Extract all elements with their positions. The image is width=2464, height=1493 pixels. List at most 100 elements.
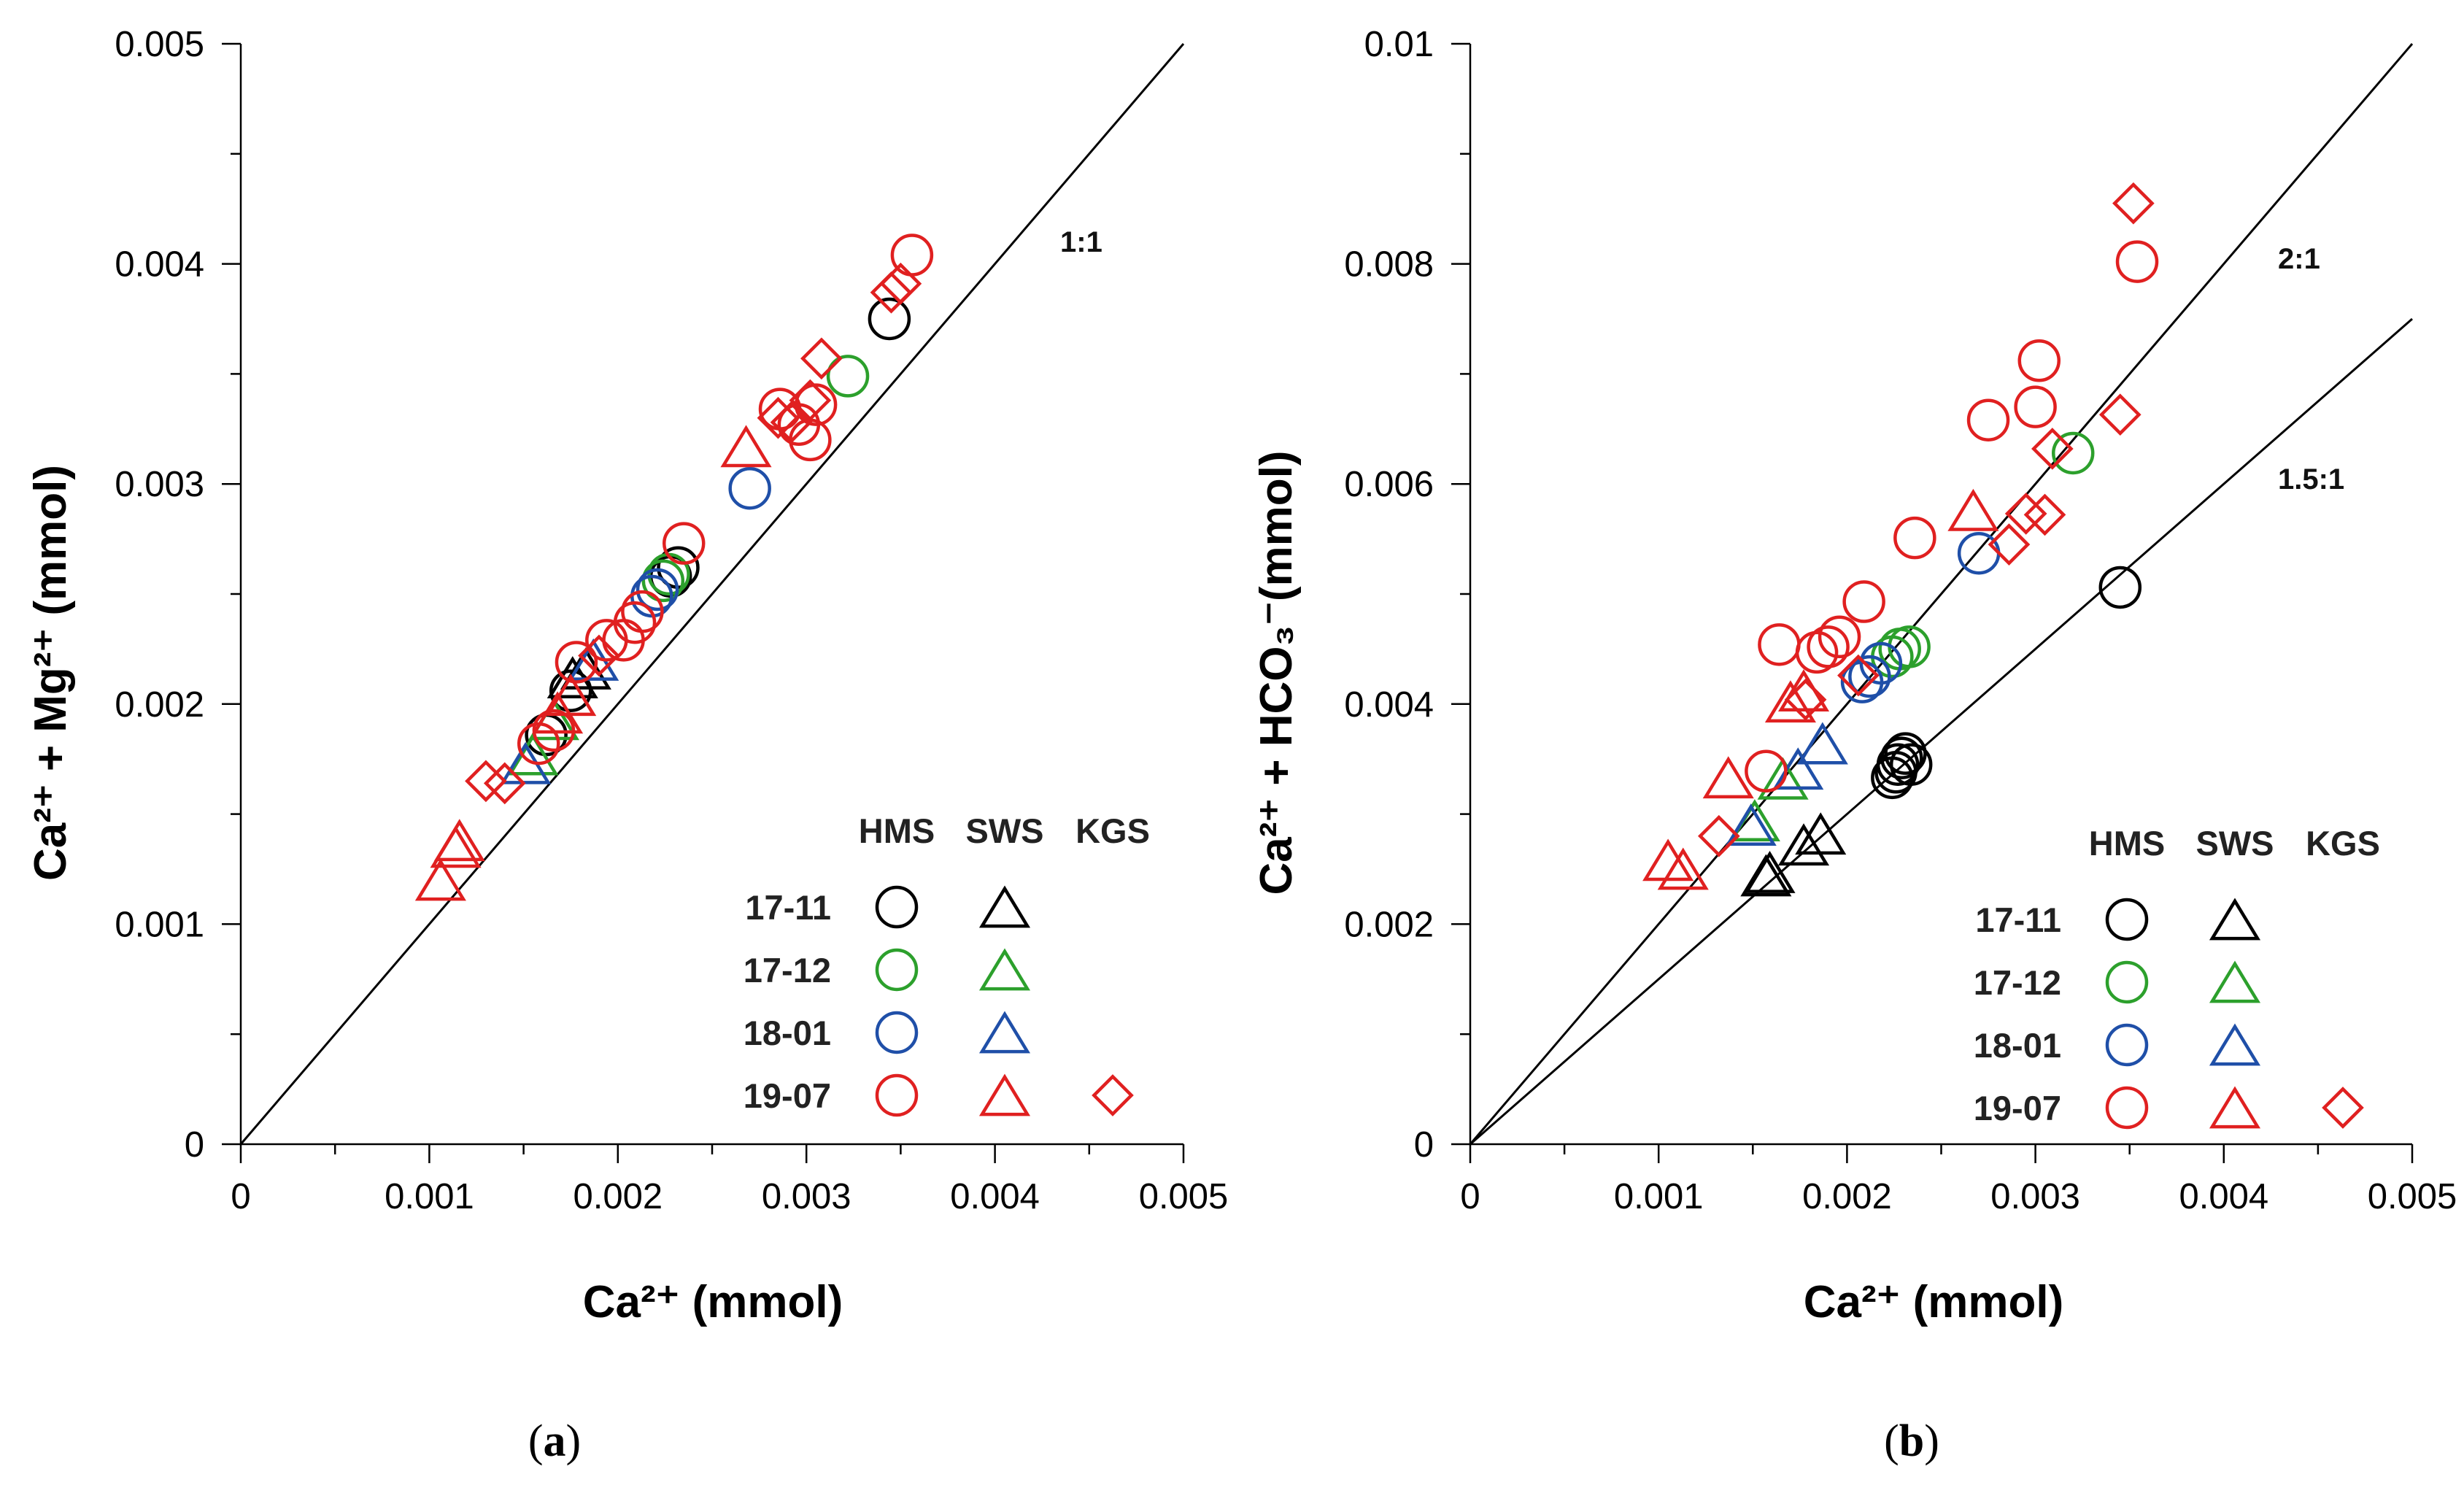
y-tick-label: 0.004 [115, 245, 204, 285]
panel-b-data-points [1642, 182, 2159, 897]
data-point-circle [2115, 240, 2159, 283]
panel-a-x-axis-title: Ca²⁺ (mmol) [583, 1277, 843, 1327]
data-point-diamond [1784, 678, 1827, 721]
panel-a-legend: HMS SWS KGS 17-11 17-12 18-01 19-07 [744, 811, 1150, 1117]
legend-triangle-marker [978, 1073, 1031, 1116]
x-tick-label: 0.003 [762, 1177, 851, 1216]
legend-diamond-marker [2322, 1087, 2364, 1129]
series-19-07-KGS [465, 262, 922, 805]
panel-a-axis-labels: Ca²⁺ (mmol) Ca²⁺ + Mg²⁺ (mmol) [26, 465, 843, 1327]
data-point-circle [2098, 566, 2142, 609]
series-17-12-SWS [1729, 757, 1809, 841]
data-point-diamond [1837, 654, 1880, 697]
legend-row-label: 19-07 [1974, 1089, 2061, 1127]
data-point-circle [641, 559, 685, 603]
legend-row-label: 17-12 [1974, 963, 2061, 1002]
reference-line-2-1 [1469, 43, 2414, 1145]
data-point-circle [1848, 655, 1891, 698]
data-point-circle [1758, 623, 1801, 666]
legend-circle-marker [2105, 898, 2149, 941]
legend-triangle-marker [978, 948, 1031, 991]
data-point-triangle [1764, 680, 1816, 723]
data-point-diamond [1697, 814, 1740, 857]
data-point-diamond [870, 271, 913, 314]
data-point-circle [2014, 385, 2057, 428]
x-tick-label: 0.001 [1614, 1177, 1704, 1216]
data-point-triangle [1947, 488, 1999, 531]
data-point-diamond [2098, 393, 2141, 436]
data-point-circle [826, 355, 870, 398]
data-point-circle [1807, 625, 1850, 668]
legend-row-label: 19-07 [744, 1076, 831, 1115]
panel-a-label: (a) [528, 1416, 581, 1466]
data-point-triangle [1796, 722, 1848, 765]
legend-triangle-marker [978, 885, 1031, 928]
data-point-triangle [545, 674, 597, 717]
legend-row-label: 18-01 [1974, 1026, 2061, 1065]
data-point-diamond [1988, 523, 2031, 566]
data-point-triangle [414, 858, 466, 901]
panel-a-axes: 0 0.001 0.002 0.003 0.004 0.005 0 0.001 0.002 0.0… [115, 25, 1228, 1216]
data-point-circle [1966, 398, 2010, 441]
legend-circle-marker [875, 1011, 919, 1054]
data-point-circle [728, 466, 771, 510]
y-tick-label: 0.001 [115, 905, 204, 944]
legend-header-kgs: KGS [1075, 811, 1150, 850]
y-tick-label: 0.002 [1344, 905, 1434, 944]
data-point-triangle [1777, 823, 1830, 866]
legend-row-label: 17-11 [745, 888, 831, 927]
data-point-circle [868, 297, 911, 341]
data-point-circle [1859, 641, 1903, 685]
legend-header-sws: SWS [2195, 824, 2274, 863]
data-point-circle [555, 641, 598, 684]
panel-b-plot: 0 0.001 0.002 0.003 0.004 0.005 0 0.002 0.004 0.0… [1344, 25, 2457, 1216]
legend-header-kgs: KGS [2306, 824, 2380, 863]
data-point-diamond [2004, 493, 2047, 535]
data-point-diamond [578, 634, 620, 677]
y-tick-label: 0 [185, 1125, 204, 1165]
legend-header-hms: HMS [859, 811, 935, 850]
series-19-07-SWS [1642, 488, 1999, 890]
reference-line-label: 1:1 [1060, 226, 1102, 258]
panel-a-plot: 0 0.001 0.002 0.003 0.004 0.005 0 0.001 0.002 0.0… [115, 25, 1228, 1216]
y-tick-label: 0.005 [115, 25, 204, 64]
x-tick-label: 0.004 [950, 1177, 1040, 1216]
data-point-diamond [2031, 428, 2074, 470]
data-point-triangle [1757, 757, 1809, 800]
data-point-triangle [433, 819, 485, 862]
data-point-triangle [1744, 850, 1796, 893]
data-point-diamond [465, 760, 507, 803]
legend-circle-marker [875, 948, 919, 992]
data-point-circle [2017, 339, 2061, 382]
legend-triangle-marker [2209, 1023, 2261, 1066]
legend-row-label: 17-11 [1975, 900, 2061, 939]
y-tick-label: 0.002 [115, 685, 204, 725]
panel-b-legend: HMS SWS KGS 17-11 17-12 18-01 19-07 [1974, 824, 2380, 1130]
data-point-circle [1893, 516, 1936, 560]
data-point-circle [1745, 749, 1788, 793]
panel-a-reference-lines: 1:1 [239, 43, 1185, 1145]
y-tick-label: 0.003 [115, 465, 204, 504]
data-point-diamond [879, 262, 922, 305]
data-point-triangle [1729, 799, 1780, 841]
data-point-diamond [757, 396, 800, 439]
legend-circle-marker [2105, 960, 2149, 1004]
series-17-11-HMS [1871, 566, 2142, 800]
legend-triangle-marker [2209, 960, 2261, 1003]
data-point-circle [1842, 580, 1885, 623]
reference-line-label: 1.5:1 [2278, 463, 2344, 495]
x-tick-label: 0.002 [1802, 1177, 1892, 1216]
panel-b-axis-labels: Ca²⁺ (mmol) Ca²⁺ + HCO₃⁻(mmol) [1251, 450, 2063, 1327]
data-point-circle [621, 590, 664, 633]
legend-row-label: 17-12 [744, 951, 831, 989]
legend-circle-marker [2105, 1023, 2149, 1067]
series-19-07-KGS [1697, 182, 2155, 857]
data-point-circle [613, 601, 657, 644]
panel-a-y-axis-title: Ca²⁺ + Mg²⁺ (mmol) [26, 465, 76, 881]
legend-header-sws: SWS [965, 811, 1043, 850]
data-point-triangle [1702, 756, 1754, 799]
data-point-triangle [1795, 812, 1847, 855]
data-point-triangle [1642, 838, 1694, 881]
data-point-triangle [560, 647, 611, 690]
legend-diamond-marker [1092, 1074, 1134, 1116]
